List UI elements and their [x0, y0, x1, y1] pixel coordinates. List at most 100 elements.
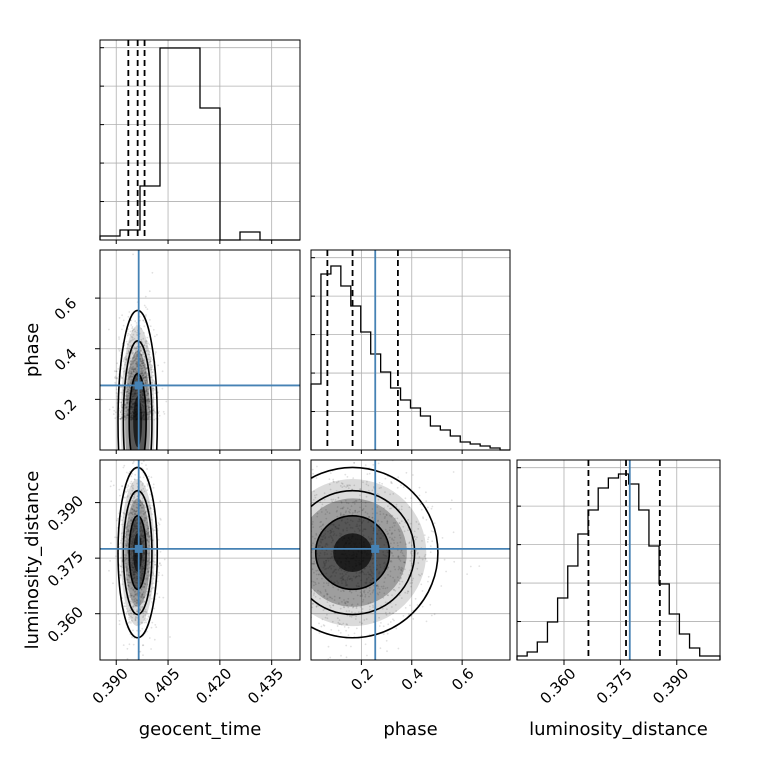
sample-point [248, 508, 250, 510]
sample-point [134, 358, 137, 361]
sample-point [408, 541, 411, 544]
sample-point [132, 537, 134, 540]
sample-point [325, 543, 327, 546]
sample-point [132, 570, 135, 572]
sample-point [130, 360, 132, 362]
sample-point [140, 540, 143, 542]
sample-point [133, 577, 136, 580]
sample-point [135, 362, 137, 365]
sample-point [132, 403, 135, 405]
sample-point [112, 413, 115, 415]
sample-point [132, 391, 134, 393]
sample-point [344, 473, 347, 476]
sample-point [132, 370, 135, 373]
sample-point [134, 389, 137, 392]
sample-point [142, 416, 145, 419]
sample-point [385, 639, 388, 642]
sample-point [365, 573, 367, 576]
sample-point [329, 606, 332, 609]
sample-point [369, 565, 371, 568]
sample-point [146, 381, 149, 383]
y-tick-label: 0.2 [51, 395, 81, 425]
sample-point [383, 592, 386, 595]
sample-point [361, 521, 364, 523]
sample-point [332, 570, 335, 573]
sample-point [133, 525, 136, 528]
sample-point [358, 510, 360, 513]
sample-point [369, 541, 372, 544]
sample-point [118, 546, 121, 548]
sample-point [134, 521, 137, 524]
sample-point [133, 368, 135, 370]
sample-point [135, 349, 137, 352]
sample-point [126, 343, 129, 345]
sample-point [340, 569, 343, 572]
sample-point [334, 575, 337, 577]
sample-point [132, 629, 134, 632]
sample-point [130, 414, 133, 417]
sample-point [134, 512, 137, 515]
sample-point [362, 534, 365, 537]
sample-point [122, 525, 125, 528]
sample-point [141, 353, 144, 356]
sample-point [145, 394, 148, 396]
sample-point [142, 400, 145, 403]
sample-point [136, 586, 139, 589]
sample-point [323, 624, 326, 627]
sample-point [136, 575, 138, 578]
sample-point [143, 582, 146, 585]
sample-point [136, 525, 139, 528]
sample-point [297, 581, 299, 583]
sample-point [141, 375, 144, 378]
sample-point [392, 555, 394, 557]
sample-point [124, 562, 127, 565]
sample-point [140, 567, 142, 570]
sample-point [287, 559, 289, 561]
sample-point [130, 587, 133, 590]
sample-point [130, 557, 133, 560]
sample-point [153, 561, 156, 563]
sample-point [133, 573, 136, 576]
sample-point [153, 381, 156, 384]
sample-point [399, 541, 402, 544]
sample-point [132, 403, 134, 406]
sample-point [357, 520, 360, 523]
sample-point [142, 567, 145, 570]
sample-point [306, 531, 308, 533]
sample-point [288, 504, 290, 506]
sample-point [131, 453, 133, 455]
sample-point [141, 507, 143, 509]
sample-point [134, 492, 137, 494]
sample-point [143, 344, 146, 347]
sample-point [146, 563, 149, 566]
sample-point [320, 625, 323, 628]
sample-point [143, 551, 146, 554]
sample-point [140, 515, 143, 518]
sample-point [282, 580, 284, 582]
sample-point [131, 508, 134, 511]
sample-point [144, 383, 147, 385]
sample-point [141, 554, 144, 557]
sample-point [135, 356, 138, 359]
sample-point [143, 559, 146, 561]
sample-point [108, 408, 111, 411]
sample-point [145, 350, 148, 352]
sample-point [149, 561, 152, 564]
sample-point [324, 616, 327, 619]
sample-point [141, 396, 144, 399]
sample-point [143, 596, 146, 599]
sample-point [382, 587, 384, 590]
sample-point [251, 475, 253, 477]
panel-frame [99, 39, 301, 241]
sample-point [423, 555, 426, 558]
sample-point [131, 404, 133, 407]
sample-point [139, 571, 142, 573]
sample-point [142, 612, 145, 615]
sample-point [263, 597, 265, 599]
sample-point [350, 591, 353, 594]
sample-point [127, 581, 130, 584]
sample-point [335, 510, 338, 513]
sample-point [125, 577, 128, 579]
sample-point [127, 584, 130, 586]
sample-point [314, 596, 317, 598]
